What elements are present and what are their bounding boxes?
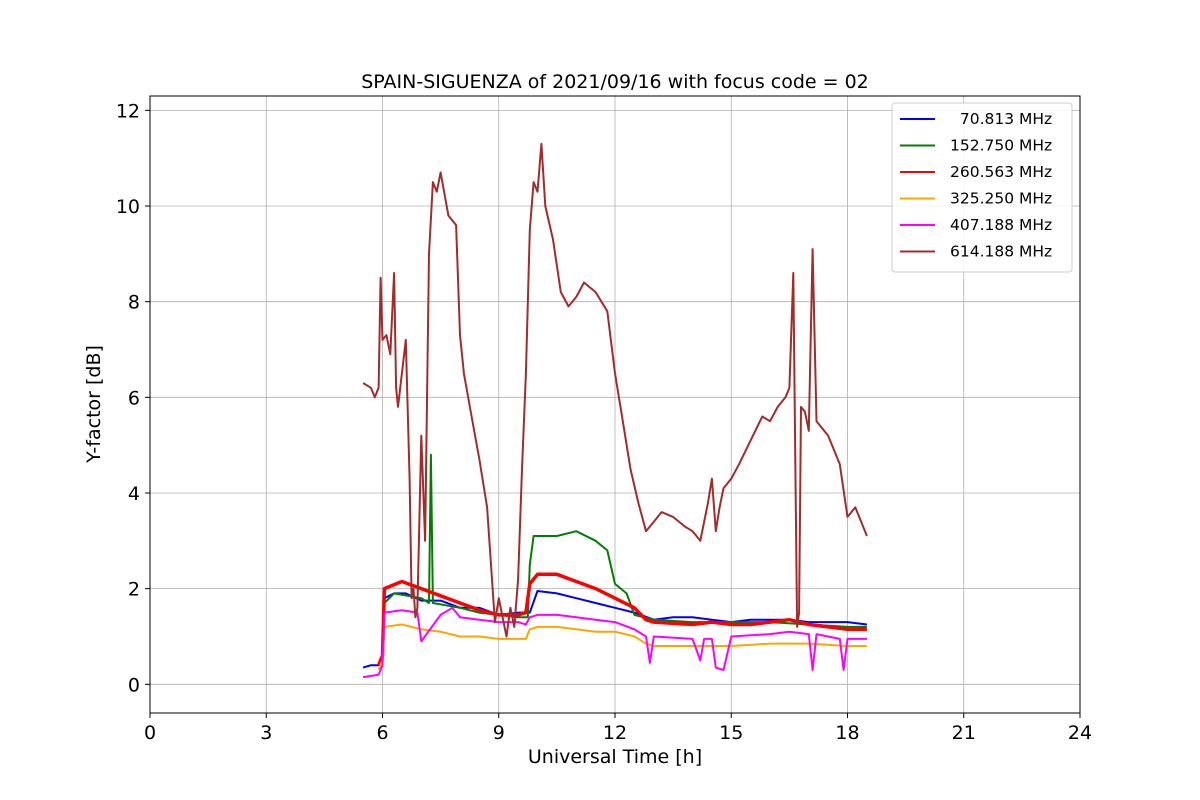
x-tick-label: 15 — [719, 722, 743, 744]
legend-label: 152.750 MHz — [950, 137, 1052, 155]
y-tick-label: 4 — [128, 483, 140, 505]
y-tick-label: 8 — [128, 292, 140, 314]
y-tick-label: 12 — [116, 100, 140, 122]
series-line-4 — [377, 623, 867, 671]
legend: 70.813 MHz 152.750 MHz 260.563 MHz 325.250 … — [891, 102, 1073, 273]
legend-label: 407.188 MHz — [950, 216, 1052, 234]
legend-label: 70.813 MHz — [950, 110, 1052, 128]
y-tick-label: 2 — [128, 579, 140, 601]
plot-lines — [362, 142, 868, 679]
x-tick-label: 21 — [952, 722, 976, 744]
x-tick-label: 12 — [603, 722, 627, 744]
y-tick-label: 10 — [116, 196, 140, 218]
x-tick-label: 18 — [835, 722, 859, 744]
series-line-5 — [362, 606, 867, 679]
x-tick-label: 3 — [260, 722, 272, 744]
legend-label: 260.563 MHz — [950, 163, 1052, 181]
x-tick-label: 9 — [493, 722, 505, 744]
x-tick-label: 6 — [376, 722, 388, 744]
y-tick-label: 6 — [128, 387, 140, 409]
legend-label: 614.188 MHz — [950, 243, 1052, 261]
series-line-6 — [362, 142, 868, 638]
chart-title: SPAIN-SIGUENZA of 2021/09/16 with focus … — [361, 71, 869, 93]
legend-box — [891, 102, 1073, 273]
x-tick-label: 0 — [144, 722, 156, 744]
x-tick-label: 24 — [1068, 722, 1092, 744]
y-tick-label: 0 — [128, 674, 140, 696]
legend-label: 325.250 MHz — [950, 190, 1052, 208]
series-line-3 — [376, 572, 867, 666]
y-axis-label: Y-factor [dB] — [83, 345, 105, 464]
x-axis-label: Universal Time [h] — [528, 746, 702, 768]
